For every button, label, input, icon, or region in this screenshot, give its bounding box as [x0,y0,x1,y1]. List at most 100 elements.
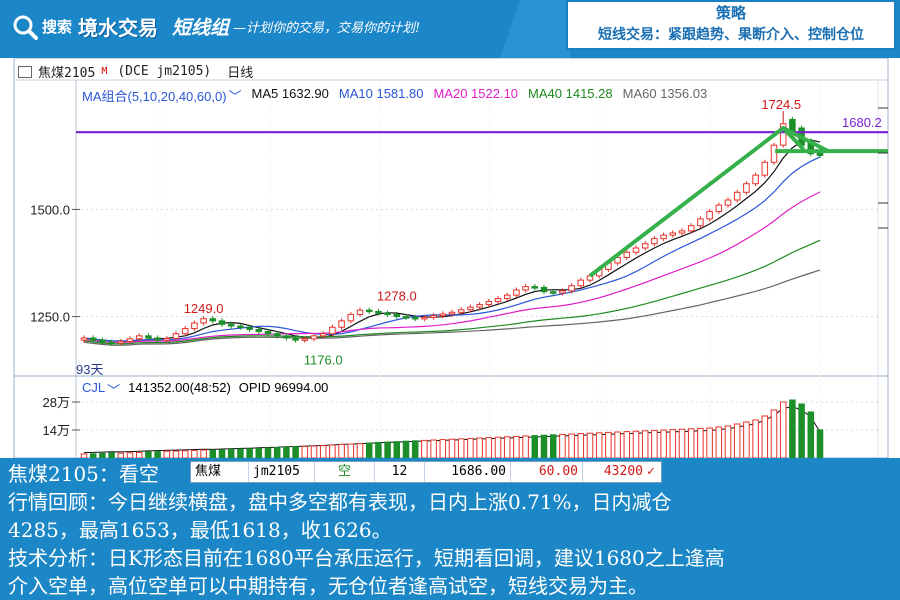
candle-body [743,183,750,193]
candle-body [632,247,640,253]
volume-bar [687,428,695,458]
kline-chart[interactable]: 1680.2 1724.5 1249.0 1278.0 1176.0 93天 1500.0… [0,58,900,458]
candle-body [568,285,575,292]
candle-body [402,316,410,319]
ma-group-label[interactable]: MA组合(5,10,20,40,60,0) [82,89,227,104]
slogan: —计划你的交易，交易你的计划! [233,21,421,36]
chart-type-icon[interactable] [18,65,32,78]
cjl-dropdown-icon[interactable]: ﹀ [107,383,121,398]
volume-bar [411,440,419,458]
cjl-volume: 141352.00(48:52) [128,380,231,395]
candle-body [559,290,566,294]
candle-body [660,234,667,240]
volume-bar [237,448,244,458]
chart-symbol-name: 焦煤2105 [38,66,96,81]
peak2-price-label: 1278.0 [377,289,417,304]
candle-body [522,286,529,291]
candle-body [218,320,226,325]
candle-body [273,333,281,337]
ma20-line [83,191,821,344]
info-analysis-2: 介入空单，高位空单可以中期持有，无仓位者逢高试空，短线交易为主。 [8,574,648,598]
volume-bar [292,446,299,458]
chart-overlay: 1680.2 1724.5 1249.0 1278.0 1176.0 93天 [76,97,888,377]
volume-bar [209,449,217,458]
axis-labels: 1500.0 1250.0 28万 14万 [30,202,80,438]
candle-body [421,316,428,320]
candle-body [448,311,456,315]
volume-bar [605,431,612,458]
volume-bar [632,430,640,458]
candle-body [89,337,97,341]
volume-bar [715,426,723,458]
candle-body [338,320,345,328]
volume-bar [200,449,207,458]
volume-bar [439,439,447,458]
ma-dropdown-icon[interactable]: ﹀ [228,89,242,104]
candle-body [430,315,437,318]
volume-bar [706,427,713,458]
candle-body [641,243,649,249]
volume-bar [623,431,631,458]
volume-bar [227,448,235,458]
bar-count-label: 93天 [76,362,103,377]
candle-body [816,152,824,156]
peak1-price-label: 1249.0 [184,301,224,316]
candle-body [614,256,621,264]
volume-bar [393,441,401,458]
candle-body [209,318,217,322]
candle-body [457,309,465,313]
candle-body [80,337,88,341]
candle-body [191,322,198,330]
candle-body [347,313,355,322]
grid-lines [76,80,878,458]
candle-body [779,123,787,146]
volume-bars [80,399,824,458]
candle-body [126,338,134,342]
candle-body [365,309,373,313]
cjl-opid: OPID 96994.00 [238,380,329,395]
quote-table: 焦煤 jm2105 空 12 1686.00 60.00 43200 ✓ [190,461,662,483]
candle-body [494,298,502,303]
volume-bar [421,439,428,458]
volume-bar [568,433,575,458]
candle-body [393,313,401,318]
resistance-level-label: 1680.2 [842,115,882,130]
volume-bar [246,448,253,458]
candle-body [319,333,327,337]
candle-body [687,225,695,232]
candle-body [577,279,585,287]
volume-bar [430,439,437,458]
candle-body [283,335,290,339]
cjl-name[interactable]: CJL [82,380,106,395]
volume-bar [522,435,529,458]
volume-bar [807,411,815,458]
volume-bar [145,451,152,458]
candle-body [770,144,778,163]
candle-body [227,323,235,327]
volume-bar [255,447,263,458]
candle-body [761,161,769,176]
ma-legend-item: MA60 1356.03 [622,86,708,101]
volume-bar [761,415,769,458]
candle-body [752,174,759,185]
candle-body [292,337,299,341]
volume-bar [448,438,456,458]
chart-window[interactable]: 1680.2 1724.5 1249.0 1278.0 1176.0 93天 1500.0… [0,58,900,458]
volume-bar [789,399,796,458]
volume-axis-label: 14万 [43,423,70,438]
volume-bar [163,450,171,458]
volume-bar [457,438,465,458]
chart-period[interactable]: 日线 [227,66,254,81]
candle-body [697,218,704,227]
ma40-line [83,239,821,345]
volume-bar [531,435,539,458]
volume-bar [559,433,566,458]
quote-code: jm2105 [249,462,315,482]
candle-body [163,337,171,341]
ma-legend-item: MA5 1632.90 [251,86,329,101]
volume-bar [494,436,502,458]
search-label: 搜索 [42,18,73,36]
candle-body [651,238,658,245]
candle-body [99,339,106,343]
volume-bar [476,437,483,458]
